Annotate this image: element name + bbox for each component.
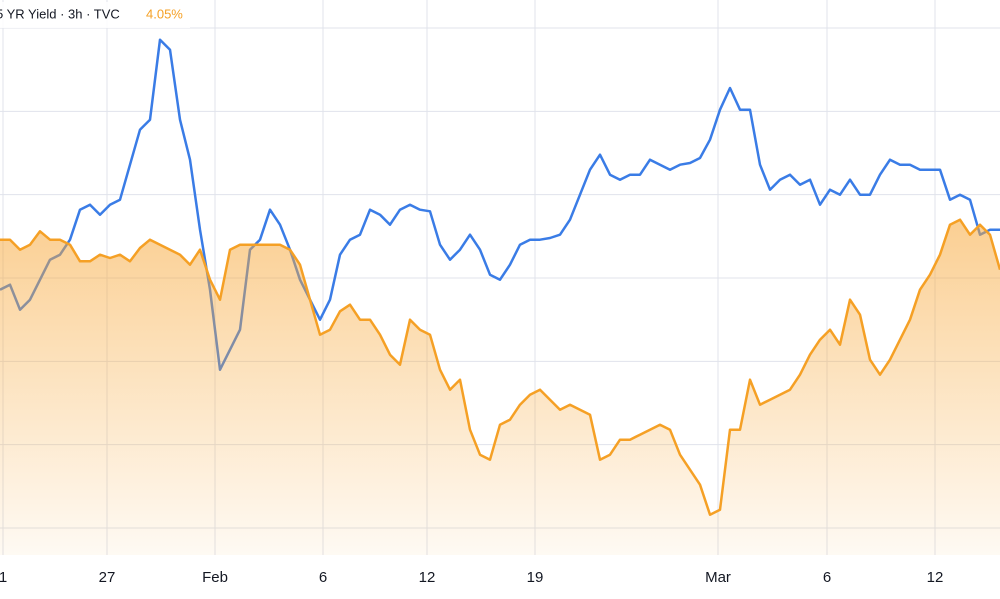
x-tick-label: 1 [0, 569, 7, 586]
x-tick-label: 6 [823, 569, 831, 586]
x-tick-label: 12 [927, 569, 944, 586]
x-tick-label: 6 [319, 569, 327, 586]
legend-background [0, 2, 190, 28]
x-tick-label: Mar [705, 569, 731, 586]
legend-title: 5 YR Yield · 3h · TVC [0, 6, 120, 21]
plot [0, 38, 1000, 555]
x-tick-label: Feb [202, 569, 228, 586]
x-tick-label: 19 [527, 569, 544, 586]
x-axis: 1 27 Feb 6 12 19 Mar 6 12 [0, 569, 943, 586]
x-tick-label: 12 [419, 569, 436, 586]
line [0, 218, 1000, 516]
line [0, 38, 1000, 371]
legend-value: 4.05% [146, 6, 183, 21]
x-tick-label: 27 [99, 569, 116, 586]
area [0, 219, 1000, 555]
